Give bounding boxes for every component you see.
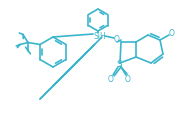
Text: O: O (114, 34, 120, 44)
Text: O: O (108, 75, 114, 84)
Text: S: S (116, 59, 122, 69)
Text: O: O (169, 28, 175, 38)
Text: O: O (125, 75, 131, 84)
Text: SiH: SiH (94, 32, 106, 40)
